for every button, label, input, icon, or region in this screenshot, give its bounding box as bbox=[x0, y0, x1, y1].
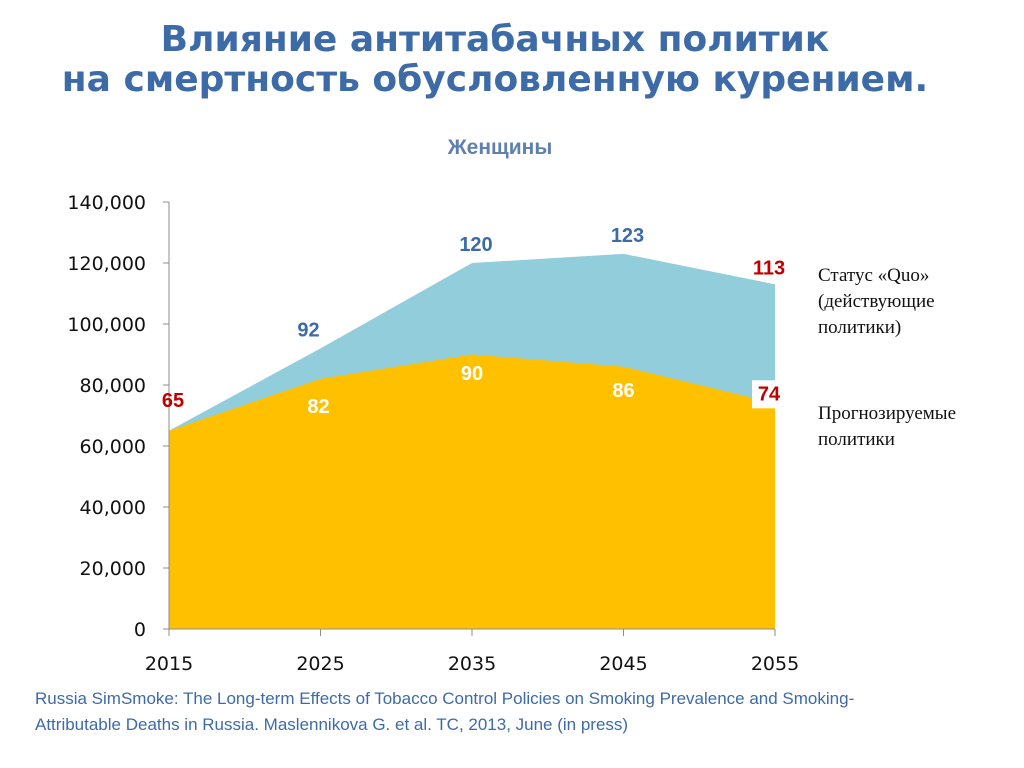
legend-status-quo-line3: политики) bbox=[818, 317, 902, 338]
y-tick-label: 100,000 bbox=[67, 314, 146, 336]
legend-status-quo-line2: (действующие bbox=[818, 291, 935, 312]
citation-line2: Attributable Deaths in Russia. Maslennik… bbox=[35, 715, 629, 734]
legend-status-quo-line1: Статус «Quo» bbox=[818, 265, 930, 286]
data-label-bottom: 65 bbox=[162, 390, 184, 412]
y-tick-label: 140,000 bbox=[67, 192, 146, 214]
chart-title: Женщины bbox=[447, 136, 553, 159]
legend-projected-line2: политики bbox=[818, 429, 895, 450]
legend-projected-line1: Прогнозируемые bbox=[818, 403, 957, 424]
data-label-bottom-box bbox=[752, 380, 786, 409]
y-tick-label: 40,000 bbox=[80, 497, 146, 519]
slide-title-line2: на смертность обусловленную курением. bbox=[61, 59, 929, 100]
x-tick-label: 2025 bbox=[296, 653, 344, 675]
citation-line1: Russia SimSmoke: The Long-term Effects o… bbox=[35, 689, 855, 708]
legend-status-quo: Статус «Quo» (действующие политики) bbox=[818, 263, 978, 341]
data-label-top: 113 bbox=[753, 257, 785, 279]
y-tick-label: 80,000 bbox=[80, 375, 146, 397]
data-label-bottom: 82 bbox=[307, 396, 329, 418]
area-series-2 bbox=[169, 354, 775, 629]
citation: Russia SimSmoke: The Long-term Effects o… bbox=[35, 686, 1020, 738]
x-tick-label: 2035 bbox=[448, 653, 496, 675]
data-label-top: 120 bbox=[459, 234, 492, 256]
data-label-bottom: 90 bbox=[461, 363, 483, 385]
data-label-bottom: 74 bbox=[758, 383, 781, 405]
slide-title: Влияние антитабачных политик на смертнос… bbox=[0, 20, 990, 100]
data-label-top: 92 bbox=[297, 319, 319, 341]
x-tick-label: 2055 bbox=[751, 653, 799, 675]
slide-title-line1: Влияние антитабачных политик bbox=[160, 19, 830, 60]
data-label-top: 123 bbox=[611, 225, 644, 247]
y-tick-label: 20,000 bbox=[80, 558, 146, 580]
x-tick-label: 2015 bbox=[145, 653, 193, 675]
y-tick-label: 0 bbox=[134, 619, 146, 641]
y-tick-label: 120,000 bbox=[67, 253, 146, 275]
x-tick-label: 2045 bbox=[599, 653, 647, 675]
legend-projected-policies: Прогнозируемые политики bbox=[818, 401, 1008, 453]
y-tick-label: 60,000 bbox=[80, 436, 146, 458]
data-label-bottom: 86 bbox=[612, 380, 634, 402]
